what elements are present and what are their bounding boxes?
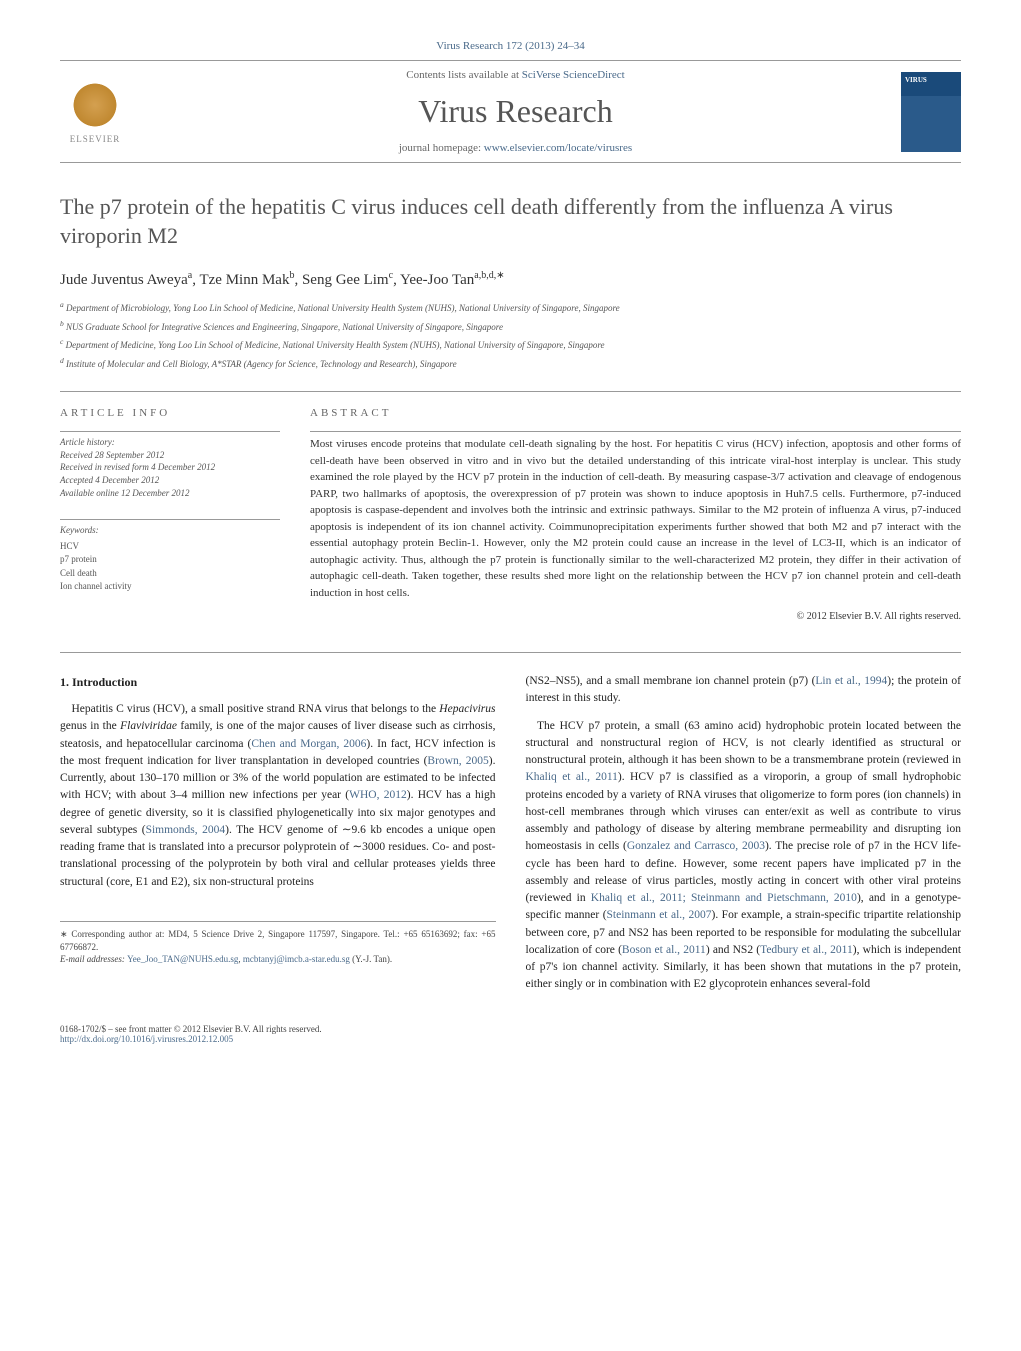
body-column-left: 1. Introduction Hepatitis C virus (HCV),… [60,673,496,1004]
ref-lin[interactable]: Lin et al., 1994 [815,675,887,687]
journal-reference: Virus Research 172 (2013) 24–34 [60,40,961,52]
keywords: Keywords: HCVp7 proteinCell deathIon cha… [60,524,280,594]
homepage-link[interactable]: www.elsevier.com/locate/virusres [484,142,632,154]
journal-name: Virus Research [130,93,901,130]
ref-tedbury[interactable]: Tedbury et al., 2011 [760,944,853,956]
email-line: E-mail addresses: Yee_Joo_TAN@NUHS.edu.s… [60,953,496,966]
doi-link[interactable]: http://dx.doi.org/10.1016/j.virusres.201… [60,1034,233,1044]
banner-center: Contents lists available at SciVerse Sci… [130,69,901,154]
journal-ref-link[interactable]: Virus Research 172 (2013) 24–34 [436,40,584,52]
body-column-right: (NS2–NS5), and a small membrane ion chan… [526,673,962,1004]
ref-gonzalez[interactable]: Gonzalez and Carrasco, 2003 [627,840,765,852]
article-history: Article history: Received 28 September 2… [60,436,280,499]
abstract-label: ABSTRACT [310,407,961,419]
ref-who[interactable]: WHO, 2012 [349,789,407,801]
email-link-2[interactable]: mcbtanyj@imcb.a-star.edu.sg [243,954,350,964]
keywords-header: Keywords: [60,524,280,538]
homepage-line: journal homepage: www.elsevier.com/locat… [130,142,901,154]
ref-brown[interactable]: Brown, 2005 [427,755,488,767]
intro-paragraph-1: Hepatitis C virus (HCV), a small positiv… [60,701,496,891]
article-info-col: ARTICLE INFO Article history: Received 2… [60,407,280,622]
elsevier-tree-icon [70,80,120,130]
ref-chen-morgan[interactable]: Chen and Morgan, 2006 [251,738,366,750]
scidirect-link[interactable]: SciVerse ScienceDirect [522,69,625,81]
article-title: The p7 protein of the hepatitis C virus … [60,193,961,250]
abstract-text: Most viruses encode proteins that modula… [310,436,961,601]
history-header: Article history: [60,436,280,449]
col2-paragraph-1: (NS2–NS5), and a small membrane ion chan… [526,673,962,708]
copyright-line: © 2012 Elsevier B.V. All rights reserved… [310,611,961,622]
elsevier-logo: ELSEVIER [60,72,130,152]
journal-cover-thumb [901,72,961,152]
issn-line: 0168-1702/$ – see front matter © 2012 El… [60,1024,961,1034]
corresponding-author: ∗ Corresponding author at: MD4, 5 Scienc… [60,928,496,953]
affiliations: a Department of Microbiology, Yong Loo L… [60,299,961,371]
article-info-label: ARTICLE INFO [60,407,280,419]
contents-line: Contents lists available at SciVerse Sci… [130,69,901,81]
ref-boson[interactable]: Boson et al., 2011 [622,944,706,956]
homepage-label: journal homepage: [399,142,484,154]
ref-khaliq-steinmann[interactable]: Khaliq et al., 2011; Steinmann and Piets… [591,892,857,904]
col2-paragraph-2: The HCV p7 protein, a small (63 amino ac… [526,718,962,994]
intro-heading: 1. Introduction [60,673,496,691]
page-footer: 0168-1702/$ – see front matter © 2012 El… [60,1024,961,1044]
abstract-col: ABSTRACT Most viruses encode proteins th… [310,407,961,622]
ref-simmonds[interactable]: Simmonds, 2004 [146,824,226,836]
elsevier-label: ELSEVIER [70,134,121,144]
footnotes: ∗ Corresponding author at: MD4, 5 Scienc… [60,921,496,966]
contents-text: Contents lists available at [406,69,521,81]
email-link-1[interactable]: Yee_Joo_TAN@NUHS.edu.sg [127,954,238,964]
authors-line: Jude Juventus Aweyaa, Tze Minn Makb, Sen… [60,270,961,289]
ref-khaliq[interactable]: Khaliq et al., 2011 [526,771,618,783]
ref-steinmann[interactable]: Steinmann et al., 2007 [607,909,712,921]
journal-banner: ELSEVIER Contents lists available at Sci… [60,60,961,163]
